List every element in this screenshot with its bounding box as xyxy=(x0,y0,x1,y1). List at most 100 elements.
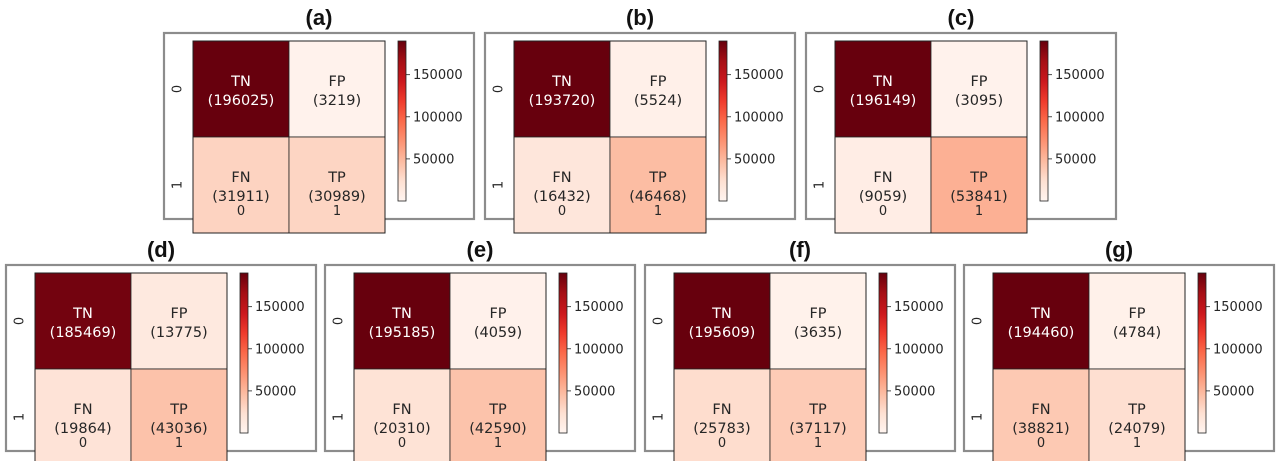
colorbar-tick-label: 150000 xyxy=(894,300,944,315)
cell-value: (13775) xyxy=(150,325,207,341)
x-tick-label: 1 xyxy=(1133,436,1141,451)
heatmap-cell xyxy=(673,272,771,370)
panel-title: (d) xyxy=(147,237,175,262)
heatmap-cell xyxy=(34,272,132,370)
y-tick-label: 0 xyxy=(813,85,828,93)
y-tick-label: 0 xyxy=(171,85,186,93)
panel-title: (b) xyxy=(626,5,654,30)
colorbar-tick-label: 50000 xyxy=(1055,152,1096,167)
heatmap-cell xyxy=(513,40,611,138)
panels-layer: (a) TN (196025) FP (3219) FN (31911) TP (30989) 0… xyxy=(4,5,1276,461)
heatmap-border xyxy=(34,272,228,461)
cell-value: (30989) xyxy=(308,189,365,205)
cell-label: FP xyxy=(170,306,187,322)
colorbar-tick-label: 150000 xyxy=(413,68,463,83)
panel-title: (f) xyxy=(789,237,811,262)
heatmap-cell xyxy=(930,136,1028,234)
heatmap-cell xyxy=(130,368,228,461)
heatmap-border xyxy=(834,40,1028,234)
cell-label: TP xyxy=(808,402,827,418)
heatmap-cell xyxy=(353,272,451,370)
x-tick-label: 1 xyxy=(494,436,502,451)
y-tick-label: 0 xyxy=(13,317,28,325)
cell-label: TP xyxy=(1127,402,1146,418)
cell-value: (19864) xyxy=(54,421,111,437)
cell-value: (46468) xyxy=(629,189,686,205)
cell-value: (195609) xyxy=(689,325,756,341)
cell-value: (185469) xyxy=(50,325,117,341)
cell-value: (195185) xyxy=(369,325,436,341)
heatmap-border xyxy=(192,40,386,234)
y-tick-label: 0 xyxy=(652,317,667,325)
cell-label: TN xyxy=(711,306,732,322)
colorbar xyxy=(1197,272,1207,434)
cell-value: (3635) xyxy=(794,325,842,341)
heatmap-border xyxy=(992,272,1186,461)
colorbar xyxy=(878,272,888,434)
cell-value: (42590) xyxy=(469,421,526,437)
cell-label: FN xyxy=(231,170,250,186)
colorbar-tick-label: 150000 xyxy=(1055,68,1105,83)
x-tick-label: 1 xyxy=(654,204,662,219)
y-tick-label: 1 xyxy=(171,181,186,189)
cell-label: TP xyxy=(648,170,667,186)
cell-label: FN xyxy=(1031,402,1050,418)
colorbar-tick-label: 50000 xyxy=(255,384,296,399)
cell-label: FP xyxy=(649,74,666,90)
x-tick-label: 1 xyxy=(814,436,822,451)
y-tick-label: 1 xyxy=(492,181,507,189)
panel-title: (g) xyxy=(1105,237,1133,262)
cell-value: (24079) xyxy=(1108,421,1165,437)
cell-label: TN xyxy=(230,74,251,90)
y-tick-label: 1 xyxy=(332,413,347,421)
panel-title: (c) xyxy=(948,5,975,30)
colorbar-tick-label: 100000 xyxy=(574,342,624,357)
confusion-panel-5: (f) TN (195609) FP (3635) FN (25783) TP (37117) 0… xyxy=(643,237,957,461)
colorbar-tick-label: 150000 xyxy=(255,300,305,315)
cell-label: FN xyxy=(552,170,571,186)
cell-value: (5524) xyxy=(634,93,682,109)
cell-value: (196025) xyxy=(208,93,275,109)
cell-label: TN xyxy=(72,306,93,322)
heatmap-cell xyxy=(130,272,228,370)
x-tick-label: 0 xyxy=(79,436,87,451)
cell-value: (193720) xyxy=(529,93,596,109)
colorbar-tick-label: 150000 xyxy=(1213,300,1263,315)
x-tick-label: 0 xyxy=(558,204,566,219)
cell-label: FN xyxy=(712,402,731,418)
cell-value: (16432) xyxy=(533,189,590,205)
colorbar xyxy=(397,40,407,202)
colorbar-tick-label: 150000 xyxy=(734,68,784,83)
colorbar-tick-label: 100000 xyxy=(1213,342,1263,357)
colorbar xyxy=(558,272,568,434)
y-tick-label: 0 xyxy=(332,317,347,325)
heatmap-cell xyxy=(34,368,132,461)
panel-title: (e) xyxy=(467,237,494,262)
cell-label: TN xyxy=(1030,306,1051,322)
colorbar-tick-label: 50000 xyxy=(574,384,615,399)
cell-value: (194460) xyxy=(1008,325,1075,341)
x-tick-label: 0 xyxy=(879,204,887,219)
x-tick-label: 1 xyxy=(333,204,341,219)
y-tick-label: 0 xyxy=(971,317,986,325)
cell-label: TP xyxy=(488,402,507,418)
x-tick-label: 1 xyxy=(175,436,183,451)
cell-value: (31911) xyxy=(212,189,269,205)
colorbar-tick-label: 50000 xyxy=(894,384,935,399)
colorbar-tick-label: 100000 xyxy=(1055,110,1105,125)
colorbar-tick-label: 100000 xyxy=(255,342,305,357)
heatmap-border xyxy=(673,272,867,461)
cell-label: TN xyxy=(391,306,412,322)
colorbar-tick-label: 100000 xyxy=(894,342,944,357)
panel-title: (a) xyxy=(306,5,333,30)
heatmap-cell xyxy=(1088,272,1186,370)
cell-value: (9059) xyxy=(859,189,907,205)
y-tick-label: 1 xyxy=(13,413,28,421)
cell-value: (37117) xyxy=(789,421,846,437)
cell-label: FP xyxy=(809,306,826,322)
cell-value: (25783) xyxy=(693,421,750,437)
x-tick-label: 0 xyxy=(1037,436,1045,451)
heatmap-border xyxy=(353,272,547,461)
y-tick-label: 0 xyxy=(492,85,507,93)
cell-label: FP xyxy=(970,74,987,90)
